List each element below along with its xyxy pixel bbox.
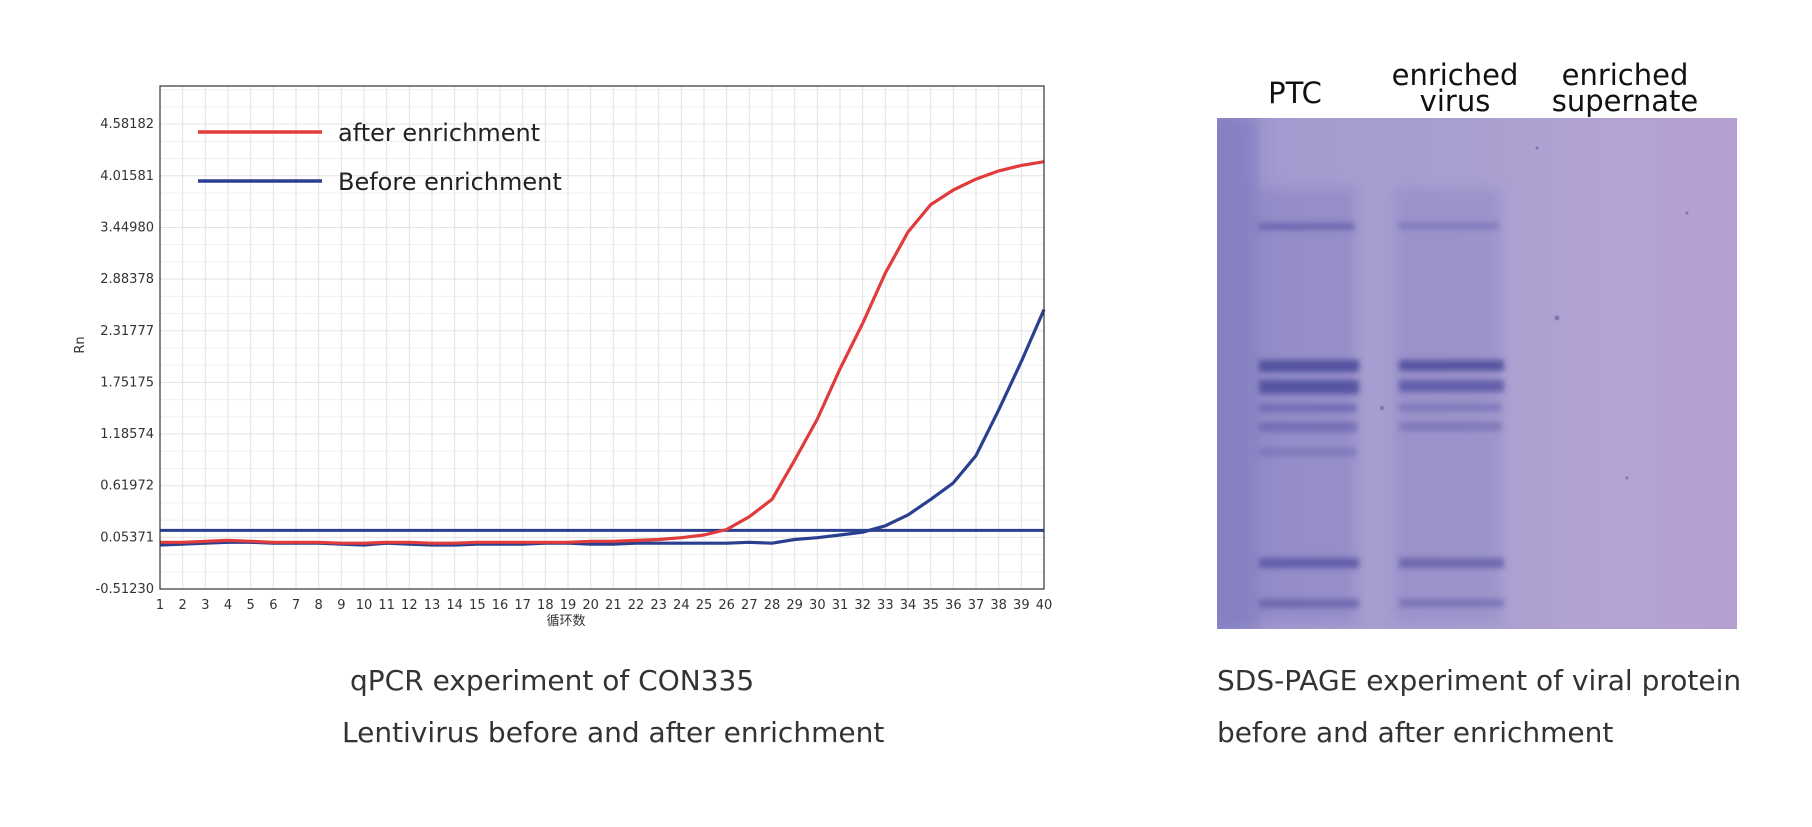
x-tick-label: 11 bbox=[378, 598, 395, 613]
x-tick-label: 36 bbox=[945, 598, 962, 613]
sds-caption-line1: SDS-PAGE experiment of viral protein bbox=[1217, 664, 1742, 697]
x-tick-label: 37 bbox=[968, 598, 985, 613]
x-tick-label: 16 bbox=[492, 598, 509, 613]
x-axis-label: 循环数 bbox=[546, 614, 585, 629]
y-tick-label: 3.44980 bbox=[100, 220, 154, 235]
x-tick-label: 21 bbox=[605, 598, 622, 613]
y-tick-label: 4.58182 bbox=[100, 117, 154, 132]
x-tick-label: 14 bbox=[446, 598, 463, 613]
x-tick-label: 30 bbox=[809, 598, 826, 613]
y-axis-label: Rn bbox=[73, 336, 88, 353]
x-tick-labels: 1 2 3 4 5 6 7 8 9 10 11 12 13 14 15 16 17 18 19 20 21 22 23 24 2… bbox=[156, 598, 1052, 613]
x-tick-label: 38 bbox=[990, 598, 1007, 613]
chart-grid bbox=[160, 86, 1044, 589]
qpcr-caption-line2: Lentivirus before and after enrichment bbox=[342, 716, 885, 749]
lane-label-ptc: PTC bbox=[1268, 76, 1322, 110]
x-tick-label: 9 bbox=[337, 598, 345, 613]
x-tick-label: 35 bbox=[922, 598, 939, 613]
y-tick-label: 4.01581 bbox=[100, 169, 154, 184]
y-tick-label: 1.75175 bbox=[100, 375, 154, 390]
x-tick-label: 3 bbox=[201, 598, 209, 613]
y-tick-label: 2.31777 bbox=[100, 324, 154, 339]
x-tick-label: 25 bbox=[696, 598, 713, 613]
x-tick-label: 40 bbox=[1036, 598, 1053, 613]
gel-specks bbox=[1380, 146, 1689, 480]
series-line-1 bbox=[159, 308, 1046, 547]
legend-label: Before enrichment bbox=[338, 168, 562, 196]
legend-label: after enrichment bbox=[338, 119, 540, 147]
x-tick-label: 13 bbox=[424, 598, 441, 613]
y-tick-label: 1.18574 bbox=[100, 427, 154, 442]
lane-label-enriched-virus: enriched virus bbox=[1391, 58, 1519, 118]
chart-legend: after enrichment Before enrichment bbox=[198, 119, 562, 196]
x-tick-label: 19 bbox=[560, 598, 577, 613]
x-tick-label: 28 bbox=[764, 598, 781, 613]
x-tick-label: 6 bbox=[269, 598, 277, 613]
x-tick-label: 27 bbox=[741, 598, 758, 613]
x-tick-label: 4 bbox=[224, 598, 232, 613]
qpcr-caption-line1: qPCR experiment of CON335 bbox=[350, 664, 755, 697]
x-tick-label: 8 bbox=[315, 598, 323, 613]
x-tick-label: 26 bbox=[718, 598, 735, 613]
y-tick-labels: -0.51230 0.05371 0.61972 1.18574 1.75175 2.31… bbox=[96, 117, 154, 597]
series-line-0 bbox=[160, 160, 1045, 545]
x-tick-label: 2 bbox=[179, 598, 187, 613]
x-tick-label: 24 bbox=[673, 598, 690, 613]
x-tick-label: 18 bbox=[537, 598, 554, 613]
x-tick-label: 12 bbox=[401, 598, 418, 613]
x-tick-label: 7 bbox=[292, 598, 300, 613]
lane-virus-bands bbox=[1399, 223, 1504, 607]
y-tick-label: 0.61972 bbox=[100, 479, 154, 494]
sds-caption-line2: before and after enrichment bbox=[1217, 716, 1614, 749]
lane-label-enriched-supernate: enriched supernate bbox=[1551, 58, 1699, 118]
x-tick-label: 1 bbox=[156, 598, 164, 613]
x-tick-label: 23 bbox=[650, 598, 667, 613]
x-tick-label: 33 bbox=[877, 598, 894, 613]
x-tick-label: 39 bbox=[1013, 598, 1030, 613]
x-tick-label: 22 bbox=[628, 598, 645, 613]
x-tick-label: 29 bbox=[786, 598, 803, 613]
x-tick-label: 31 bbox=[832, 598, 849, 613]
series-lines bbox=[159, 160, 1046, 547]
x-tick-label: 10 bbox=[356, 598, 373, 613]
y-tick-label: 2.88378 bbox=[100, 272, 154, 287]
plot-frame bbox=[159, 85, 1045, 590]
x-tick-label: 15 bbox=[469, 598, 486, 613]
gel-left-edge-shadow bbox=[1217, 118, 1257, 629]
x-tick-label: 34 bbox=[900, 598, 917, 613]
qpcr-chart: -0.51230 0.05371 0.61972 1.18574 1.75175 2.31… bbox=[73, 85, 1052, 629]
x-tick-label: 17 bbox=[514, 598, 531, 613]
x-tick-label: 20 bbox=[582, 598, 599, 613]
y-tick-label: -0.51230 bbox=[96, 582, 154, 597]
lane-ptc-bands bbox=[1259, 223, 1359, 608]
sds-page-gel-image bbox=[1217, 118, 1737, 629]
x-tick-label: 5 bbox=[247, 598, 255, 613]
y-tick-label: 0.05371 bbox=[100, 530, 154, 545]
x-tick-label: 32 bbox=[854, 598, 871, 613]
gel-svg bbox=[1217, 118, 1737, 629]
